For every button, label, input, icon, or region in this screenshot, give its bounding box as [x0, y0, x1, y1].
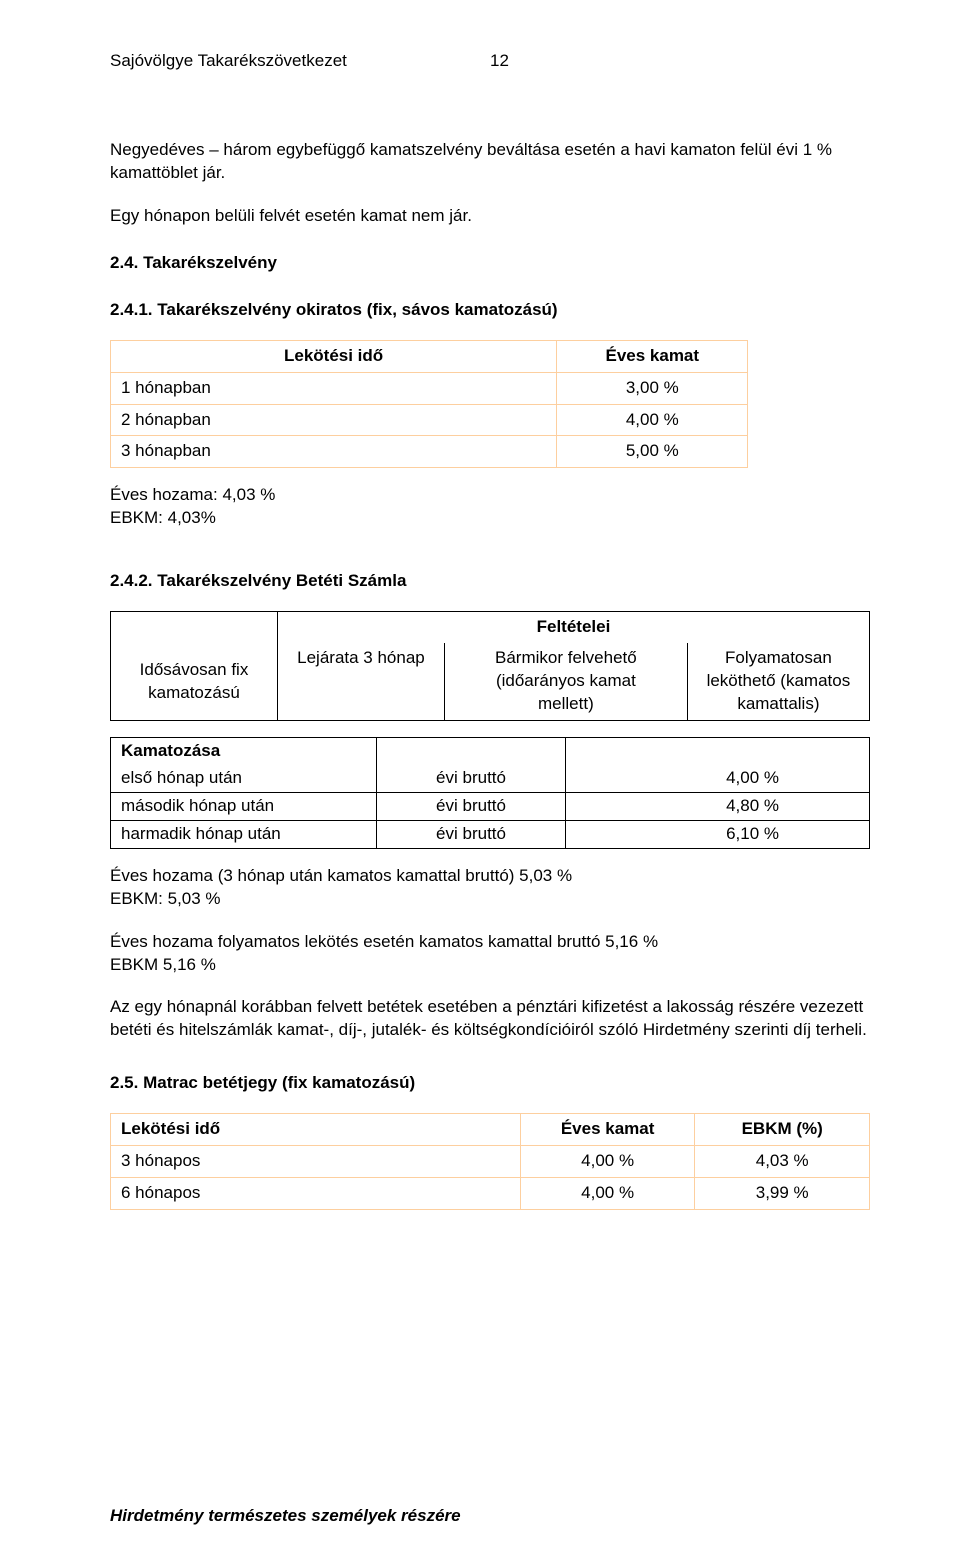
- table-cell-empty: [376, 737, 566, 764]
- cell-text: Folyamatosan: [725, 648, 832, 667]
- heading-2-4-1: 2.4.1. Takarékszelvény okiratos (fix, sá…: [110, 299, 870, 322]
- yield-line: Éves hozama folyamatos lekötés esetén ka…: [110, 931, 870, 954]
- table-row: 2 hónapban 4,00 %: [111, 404, 748, 436]
- table-cell: 4,00 %: [520, 1146, 695, 1178]
- table-header-cell: Éves kamat: [557, 340, 748, 372]
- table-cell: 5,00 %: [557, 436, 748, 468]
- table-cell: Lejárata 3 hónap: [277, 643, 444, 720]
- table-cell: első hónap után: [111, 765, 377, 792]
- table-cell-empty: [566, 737, 870, 764]
- cell-text: Bármikor felvehető: [495, 648, 637, 667]
- table-row: 1 hónapban 3,00 %: [111, 372, 748, 404]
- table-cell: 6,10 %: [566, 820, 870, 848]
- info-paragraph: Az egy hónapnál korábban felvett betétek…: [110, 996, 870, 1042]
- table-cell: második hónap után: [111, 792, 377, 820]
- table-cell: 4,00 %: [566, 765, 870, 792]
- conditions-table: Feltételei Idősávosan fix kamatozású Lej…: [110, 611, 870, 721]
- table-cell: harmadik hónap után: [111, 820, 377, 848]
- intro-paragraph-1: Negyedéves – három egybefüggő kamatszelv…: [110, 139, 870, 185]
- table-header-cell: Lekötési idő: [111, 1114, 521, 1146]
- table-row: harmadik hónap után évi bruttó 6,10 %: [111, 820, 870, 848]
- table-cell: 4,03 %: [695, 1146, 870, 1178]
- table-row: Idősávosan fix kamatozású Lejárata 3 hón…: [111, 643, 870, 720]
- table-row: Lekötési idő Éves kamat: [111, 340, 748, 372]
- cell-text: kamattalis): [737, 694, 819, 713]
- table-cell: 4,80 %: [566, 792, 870, 820]
- table-cell: 4,00 %: [520, 1178, 695, 1210]
- ebkm-line: EBKM: 4,03%: [110, 507, 870, 530]
- cell-text: Idősávosan fix: [140, 660, 249, 679]
- table-row: első hónap után évi bruttó 4,00 %: [111, 765, 870, 792]
- table-cell: Idősávosan fix kamatozású: [111, 643, 278, 720]
- table-header-cell: Éves kamat: [520, 1114, 695, 1146]
- ebkm-line: EBKM 5,16 %: [110, 954, 870, 977]
- table-header-cell: EBKM (%): [695, 1114, 870, 1146]
- table-row: 3 hónapban 5,00 %: [111, 436, 748, 468]
- intro-paragraph-2: Egy hónapon belüli felvét esetén kamat n…: [110, 205, 870, 228]
- heading-2-5: 2.5. Matrac betétjegy (fix kamatozású): [110, 1072, 870, 1095]
- cell-text: mellett): [538, 694, 594, 713]
- rate-table-1: Lekötési idő Éves kamat 1 hónapban 3,00 …: [110, 340, 748, 469]
- heading-2-4: 2.4. Takarékszelvény: [110, 252, 870, 275]
- cell-text: leköthető (kamatos: [707, 671, 851, 690]
- table-cell: 3 hónapban: [111, 436, 557, 468]
- table-cell-empty: [111, 612, 278, 643]
- table-cell: 3,00 %: [557, 372, 748, 404]
- table-cell: évi bruttó: [376, 792, 566, 820]
- table-cell: 3,99 %: [695, 1178, 870, 1210]
- org-name: Sajóvölgye Takarékszövetkezet: [110, 50, 490, 73]
- table-cell: 2 hónapban: [111, 404, 557, 436]
- table-cell: évi bruttó: [376, 765, 566, 792]
- table-row: 6 hónapos 4,00 % 3,99 %: [111, 1178, 870, 1210]
- table-row: második hónap után évi bruttó 4,80 %: [111, 792, 870, 820]
- table-row: Feltételei: [111, 612, 870, 643]
- table-cell: évi bruttó: [376, 820, 566, 848]
- table-header-cell: Kamatozása: [111, 737, 377, 764]
- yield-line: Éves hozama (3 hónap után kamatos kamatt…: [110, 865, 870, 888]
- page-header: Sajóvölgye Takarékszövetkezet 12: [110, 50, 870, 73]
- yield-line: Éves hozama: 4,03 %: [110, 484, 870, 507]
- ebkm-line: EBKM: 5,03 %: [110, 888, 870, 911]
- page-footer: Hirdetmény természetes személyek részére: [110, 1505, 461, 1528]
- table-row: Kamatozása: [111, 737, 870, 764]
- table-row: 3 hónapos 4,00 % 4,03 %: [111, 1146, 870, 1178]
- table-cell: 3 hónapos: [111, 1146, 521, 1178]
- heading-2-4-2: 2.4.2. Takarékszelvény Betéti Számla: [110, 570, 870, 593]
- table-row: Lekötési idő Éves kamat EBKM (%): [111, 1114, 870, 1146]
- rate-table-4: Lekötési idő Éves kamat EBKM (%) 3 hónap…: [110, 1113, 870, 1210]
- cell-text: kamatozású: [148, 683, 240, 702]
- table-cell: 1 hónapban: [111, 372, 557, 404]
- cell-text: (időarányos kamat: [496, 671, 636, 690]
- table-cell: 4,00 %: [557, 404, 748, 436]
- page-number: 12: [490, 50, 509, 73]
- table-header-cell: Feltételei: [277, 612, 869, 643]
- table-cell: 6 hónapos: [111, 1178, 521, 1210]
- table-cell: Bármikor felvehető (időarányos kamat mel…: [444, 643, 687, 720]
- table-cell: Folyamatosan leköthető (kamatos kamattal…: [687, 643, 869, 720]
- table-header-cell: Lekötési idő: [111, 340, 557, 372]
- monthly-rate-table: Kamatozása első hónap után évi bruttó 4,…: [110, 737, 870, 849]
